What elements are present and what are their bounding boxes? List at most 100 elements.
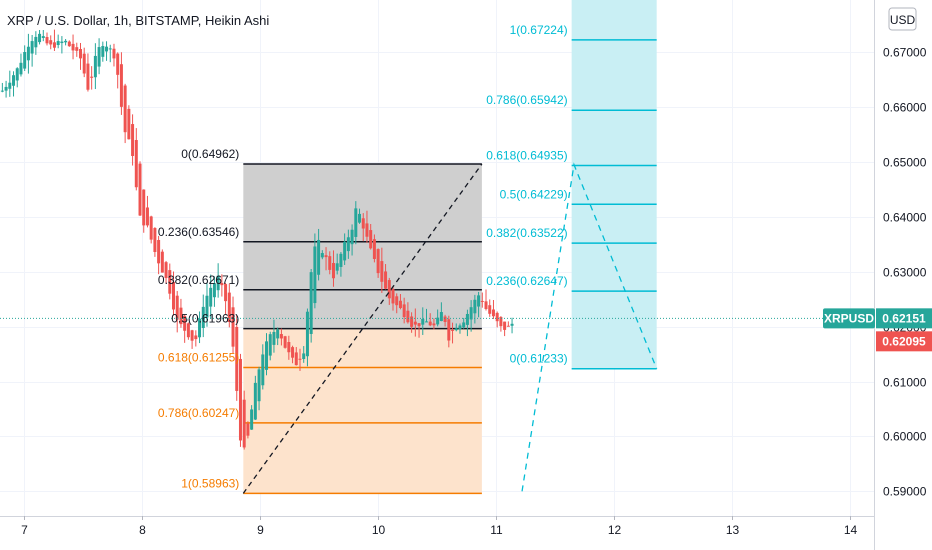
projection-path [521,162,658,492]
candle-body [372,239,376,259]
fib-level-label: 0.786(0.60247) [158,406,239,420]
symbol-badge-bg [823,308,875,329]
candle-body [317,239,321,275]
candle-body [190,330,194,341]
candle-body [350,229,354,245]
candle-body [465,313,469,325]
candle-body [358,213,362,223]
candle-body [406,310,410,323]
candle-body [261,354,265,386]
candle-body [67,41,71,47]
price-badge: 0.62095 [876,331,932,352]
candle-body [302,353,306,360]
candle-body [82,53,86,74]
candle-body [160,251,164,273]
candle-body [488,305,492,314]
candle-body [34,36,38,48]
fib-level-label: 0.382(0.62671) [158,273,239,287]
fib-ext-zone [571,0,657,369]
fib-level-label: 0.618(0.61255) [158,351,239,365]
candles [0,29,514,450]
candle-body [52,42,56,48]
candle-body [283,336,287,348]
candle-body [71,43,75,51]
price-badge-bg [876,331,932,352]
fib-ext-level-label: 0.786(0.65942) [486,93,567,107]
candle-body [477,295,481,307]
candle-body [376,249,380,274]
candle-body [421,318,425,325]
candle-body [112,48,116,59]
fib-level-label: 0(0.64962) [181,147,239,161]
candle-body [257,369,261,402]
candle-body [164,262,168,279]
symbol-badge: XRPUSD 0.62151 [823,308,932,329]
candle-body [157,240,161,264]
candle-body [149,216,153,240]
fib-ext-level-label: 1(0.67224) [510,23,568,37]
candle-body [242,399,246,448]
candle-body [324,255,328,258]
price-axis[interactable]: 0.590000.600000.610000.620000.630000.640… [883,46,927,499]
candle-body [0,90,4,92]
price-badge-value: 0.62095 [882,334,926,348]
candle-body [246,423,250,436]
candle-body [480,300,484,302]
candle-body [4,86,8,91]
candle-body [391,289,395,304]
candle-body [60,41,64,44]
overlays: 0(0.64962) 0.236(0.63546) 0.382(0.62671) 0.… [0,23,874,494]
candle-body [473,299,477,314]
price-tick-label: 0.67000 [883,46,927,60]
candle-body [127,108,131,140]
candle-body [45,37,49,44]
candle-body [354,208,358,237]
candle-body [49,40,53,45]
candle-body [309,272,313,334]
candle-body [279,334,283,339]
candle-body [291,347,295,358]
time-tick-label: 13 [726,523,740,537]
candle-body [447,319,451,341]
chart-title: XRP / U.S. Dollar, 1h, BITSTAMP, Heikin … [7,13,269,28]
candle-body [484,301,488,310]
fib-zone-gray [243,164,482,329]
symbol-badge-value: 0.62151 [882,311,926,325]
candle-body [38,33,42,43]
candle-body [395,296,399,306]
candle-body [56,41,60,46]
time-tick-label: 9 [257,523,264,537]
candle-body [346,237,350,252]
candle-body [227,292,231,323]
fib-trend-line [242,163,483,494]
candle-body [443,316,447,322]
candle-body [369,230,373,249]
candle-body [365,223,369,237]
candle-body [186,323,190,338]
candle-body [328,256,332,270]
candle-body [469,307,473,320]
candle-body [183,315,187,331]
candle-body [499,317,503,327]
candle-body [220,282,224,286]
currency-button[interactable]: USD [888,7,917,31]
fib-drawings [243,0,657,495]
candle-body [212,283,216,298]
candle-body [105,46,109,52]
candle-body [138,163,142,216]
candle-body [265,341,269,370]
candle-body [134,140,138,188]
svg-text:USD: USD [890,13,916,27]
candle-body [313,246,317,304]
candle-body [272,331,276,345]
fib-level-label: 1(0.58963) [181,476,239,490]
candle-body [101,46,105,57]
price-tick-label: 0.59000 [883,485,927,499]
candle-body [410,316,414,327]
candle-body [179,307,183,325]
time-axis[interactable]: 7 8 9 10 11 12 13 14 [21,516,857,537]
fib-level-label: 0.5(0.61963) [171,312,239,326]
candle-body [194,335,198,340]
candle-body [458,325,462,330]
candle-body [224,284,228,302]
